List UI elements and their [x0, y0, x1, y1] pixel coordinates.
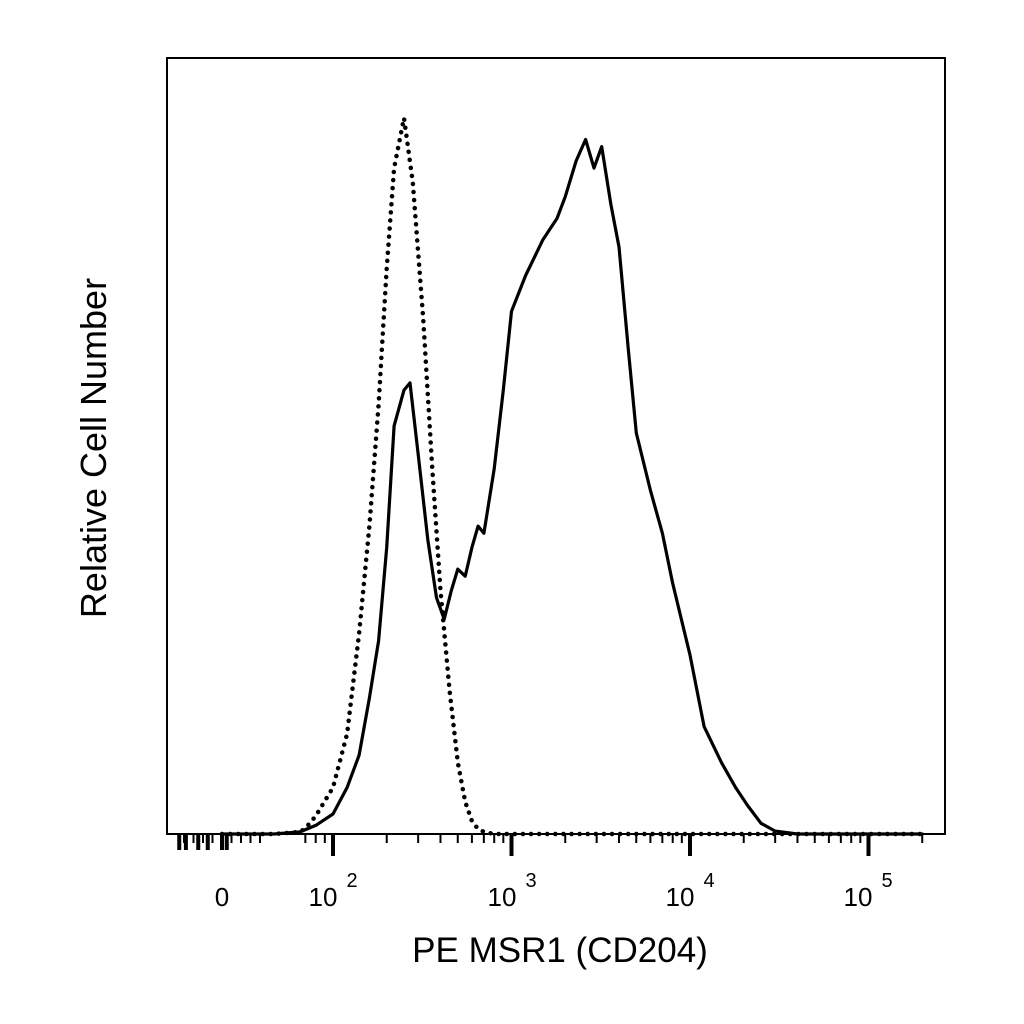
x-ticks	[177, 834, 924, 856]
x-tick-exponent: 2	[346, 870, 357, 892]
x-axis-label: PE MSR1 (CD204)	[412, 931, 708, 970]
x-tick-exponent: 3	[525, 870, 536, 892]
x-tick-label: 10	[666, 882, 695, 912]
y-axis-label: Relative Cell Number	[73, 278, 114, 618]
series-layer	[219, 115, 925, 837]
x-tick-label: 10	[844, 882, 873, 912]
x-tick-exponent: 5	[881, 870, 892, 892]
x-tick-labels: 0 10 2 10 3 10 4 10 5	[215, 870, 893, 912]
x-tick-label: 0	[215, 882, 229, 912]
series-dotted-line	[219, 115, 925, 837]
series-solid-line	[220, 137, 924, 836]
x-tick-label: 10	[488, 882, 517, 912]
x-tick-exponent: 4	[703, 870, 714, 892]
x-tick-label: 10	[309, 882, 338, 912]
plot-frame	[166, 57, 946, 835]
